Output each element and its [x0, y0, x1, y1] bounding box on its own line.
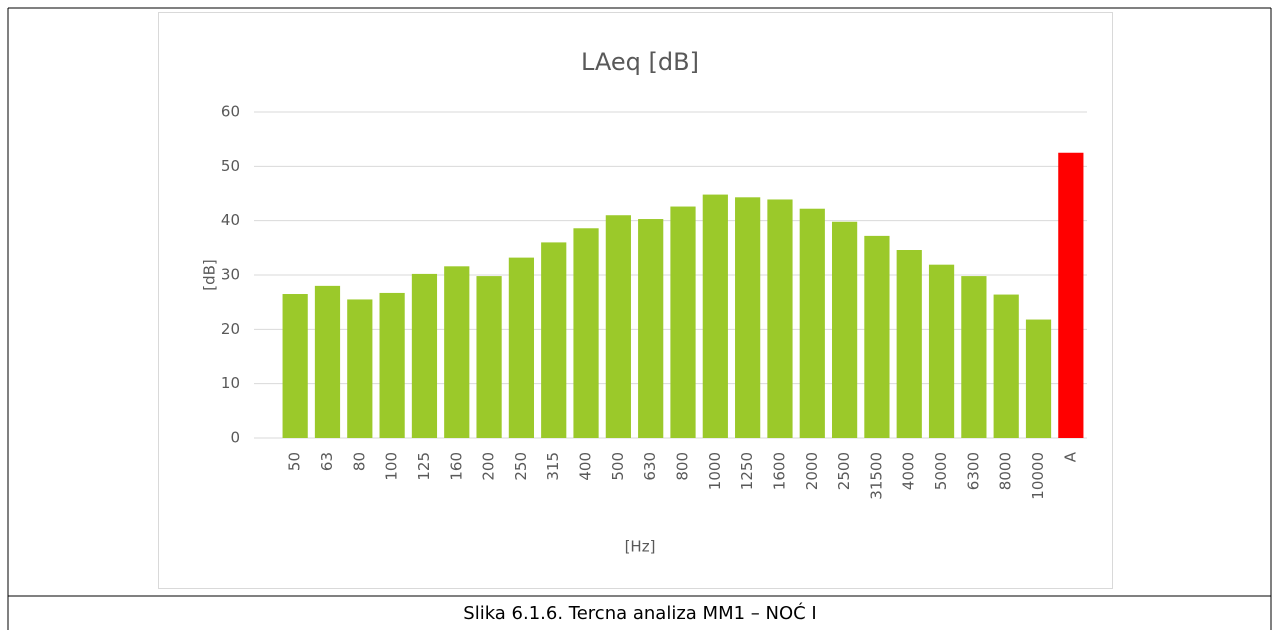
bar [799, 208, 825, 438]
bar [896, 250, 922, 438]
x-tick-label: 800 [674, 452, 692, 481]
bar [476, 276, 502, 438]
bar [993, 294, 1019, 438]
x-tick-label: 250 [512, 452, 530, 481]
bar [411, 273, 438, 438]
x-tick-label: 200 [480, 452, 498, 481]
bar [864, 235, 890, 438]
x-tick-label: 2500 [835, 452, 853, 490]
plot: 0 10 20 30 40 50 60 50 63 80 100 125 160 200 250 315 400… [221, 103, 1087, 500]
bar [1025, 319, 1052, 438]
bar [638, 219, 664, 438]
y-tick-label: 60 [221, 103, 240, 121]
y-tick-label: 50 [221, 157, 240, 175]
x-tick-label: 63 [318, 452, 336, 471]
bar [508, 257, 535, 438]
x-tick-label: 10000 [1029, 452, 1047, 500]
x-tick-label: 315 [544, 452, 562, 481]
bar [347, 299, 373, 438]
bar [444, 266, 470, 438]
x-tick-label: 8000 [997, 452, 1015, 490]
bar [605, 215, 631, 438]
x-tick-label: 31500 [867, 452, 885, 500]
y-tick-label: 10 [221, 374, 240, 392]
x-tick-label: 400 [577, 452, 595, 481]
x-tick-label: 1000 [706, 452, 724, 490]
bar [831, 221, 858, 438]
bar [541, 242, 567, 438]
x-tick-label: 80 [350, 452, 368, 471]
bar [735, 197, 761, 438]
x-tick-label: 6300 [964, 452, 982, 490]
x-tick-label: 1600 [770, 452, 788, 490]
x-axis-label: [Hz] [625, 538, 656, 556]
y-tick-label: 0 [230, 429, 240, 447]
x-tick-label: 50 [286, 452, 304, 471]
y-tick-label: 30 [221, 266, 240, 284]
bar [702, 194, 728, 438]
bar [282, 294, 308, 438]
x-tick-label: 125 [415, 452, 433, 481]
bar [928, 264, 955, 438]
x-tick-label: 100 [383, 452, 401, 481]
caption: Slika 6.1.6. Tercna analiza MM1 – NOĆ I [463, 602, 816, 624]
bar [314, 285, 341, 438]
x-tick-label: 500 [609, 452, 627, 481]
bar [379, 292, 405, 438]
x-tick-label: 1250 [738, 452, 756, 490]
x-tick-label: 5000 [932, 452, 950, 490]
y-tick-label: 20 [221, 320, 240, 338]
bar [670, 206, 696, 438]
x-tick-label: 4000 [900, 452, 918, 490]
y-tick-label: 40 [221, 211, 240, 229]
x-tick-label: 630 [641, 452, 659, 481]
bar [961, 276, 987, 438]
bar [767, 199, 793, 438]
chart-title: LAeq [dB] [581, 48, 699, 76]
bar [573, 228, 599, 438]
bar [1058, 152, 1084, 438]
y-axis-label: [dB] [201, 259, 219, 291]
x-tick-label: 160 [447, 452, 465, 481]
x-tick-label: 2000 [803, 452, 821, 490]
x-tick-label: A [1061, 451, 1079, 462]
